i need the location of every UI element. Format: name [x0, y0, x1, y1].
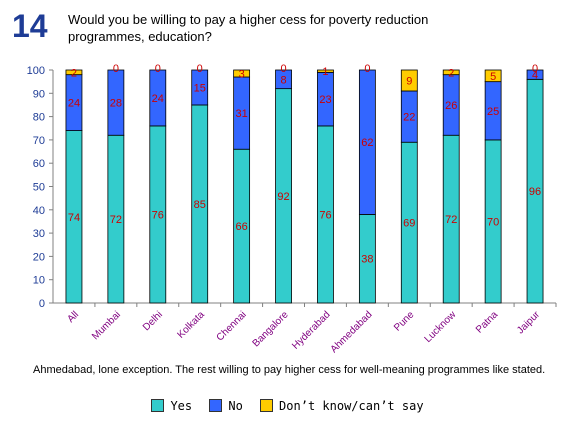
x-tick-label: Lucknow — [423, 309, 459, 345]
legend-swatch-dont-know — [260, 398, 274, 412]
bar-segment-no — [526, 69, 544, 80]
data-label-dk: 1 — [322, 66, 328, 78]
data-label-no: 62 — [361, 137, 373, 149]
data-label-yes: 70 — [487, 216, 499, 228]
legend-item-no: No — [209, 398, 243, 413]
data-label-yes: 92 — [277, 191, 289, 203]
y-tick-label: 20 — [33, 251, 45, 263]
bar-segment-no — [107, 69, 125, 136]
y-tick-label: 80 — [33, 112, 45, 124]
data-label-no: 4 — [532, 70, 538, 82]
bar-segment-dk — [400, 69, 418, 92]
data-label-yes: 72 — [110, 214, 122, 226]
data-label-dk: 2 — [71, 67, 77, 79]
data-label-yes: 96 — [529, 186, 541, 198]
question-text: Would you be willing to pay a higher ces… — [68, 12, 429, 44]
data-label-dk: 5 — [490, 71, 496, 83]
y-tick-label: 100 — [27, 65, 45, 77]
y-tick-label: 0 — [39, 298, 45, 310]
chart-legend: Yes No Don’t know/can’t say — [0, 398, 575, 413]
data-label-yes: 72 — [445, 214, 457, 226]
x-tick-label: Patna — [474, 309, 501, 336]
bar-segment-dk — [442, 69, 460, 76]
data-label-yes: 76 — [152, 209, 164, 221]
data-label-yes: 38 — [361, 254, 373, 266]
x-tick-label: Hyderabad — [290, 309, 332, 351]
bar-segment-no — [358, 69, 376, 215]
x-tick-label: Pune — [392, 309, 417, 334]
x-tick-label: All — [65, 309, 81, 325]
data-label-dk: 0 — [280, 63, 286, 75]
data-label-no: 22 — [403, 112, 415, 124]
data-label-yes: 69 — [403, 218, 415, 230]
bar-segment-no — [149, 69, 167, 127]
y-tick-label: 40 — [33, 205, 45, 217]
legend-item-yes: Yes — [151, 398, 193, 413]
stacked-bar-chart: 010203040506070809010074242All72280Mumba… — [27, 63, 557, 355]
data-label-no: 31 — [236, 108, 248, 120]
bar-segment-no — [191, 69, 209, 106]
chart-note: Ahmedabad, lone exception. The rest will… — [33, 364, 546, 376]
data-label-dk: 0 — [532, 63, 538, 75]
bar-segment-dk — [233, 69, 251, 78]
data-label-yes: 85 — [194, 199, 206, 211]
x-tick-label: Delhi — [141, 309, 165, 333]
data-label-no: 15 — [194, 82, 206, 94]
data-label-no: 25 — [487, 106, 499, 118]
y-tick-label: 90 — [33, 88, 45, 100]
bar-segment-dk — [317, 69, 334, 73]
data-label-yes: 74 — [68, 212, 80, 224]
data-label-dk: 0 — [197, 63, 203, 75]
y-tick-label: 60 — [33, 158, 45, 170]
legend-label-no: No — [228, 398, 243, 413]
legend-label-dont-know: Don’t know/can’t say — [279, 398, 424, 413]
x-tick-label: Ahmedabad — [329, 309, 375, 355]
data-label-dk: 9 — [406, 75, 412, 87]
data-label-dk: 0 — [113, 63, 119, 75]
y-tick-label: 10 — [33, 275, 45, 287]
data-label-no: 24 — [152, 93, 164, 105]
data-label-yes: 66 — [236, 221, 248, 233]
data-label-dk: 2 — [448, 67, 454, 79]
legend-label-yes: Yes — [170, 398, 193, 413]
question-number: 14 — [12, 8, 48, 44]
data-label-no: 8 — [280, 74, 286, 86]
x-tick-label: Jaipur — [515, 309, 543, 337]
data-label-dk: 0 — [155, 63, 161, 75]
bar-segment-no — [275, 69, 292, 90]
x-tick-label: Mumbai — [90, 309, 123, 342]
y-tick-label: 70 — [33, 135, 45, 147]
y-tick-label: 50 — [33, 182, 45, 194]
x-tick-label: Bangalore — [251, 309, 291, 349]
bar-segment-dk — [65, 69, 83, 76]
data-label-no: 28 — [110, 98, 122, 110]
x-tick-label: Kolkata — [175, 309, 207, 341]
x-tick-label: Chennai — [215, 309, 249, 343]
bar-segment-dk — [484, 69, 502, 83]
data-label-dk: 0 — [364, 63, 370, 75]
data-label-no: 24 — [68, 98, 80, 110]
legend-swatch-no — [209, 398, 223, 412]
data-label-yes: 76 — [319, 209, 331, 221]
y-tick-label: 30 — [33, 228, 45, 240]
legend-item-dont-know: Don’t know/can’t say — [260, 398, 424, 413]
data-label-dk: 3 — [239, 68, 245, 80]
legend-swatch-yes — [151, 398, 165, 412]
data-label-no: 26 — [445, 100, 457, 112]
data-label-no: 23 — [319, 94, 331, 106]
